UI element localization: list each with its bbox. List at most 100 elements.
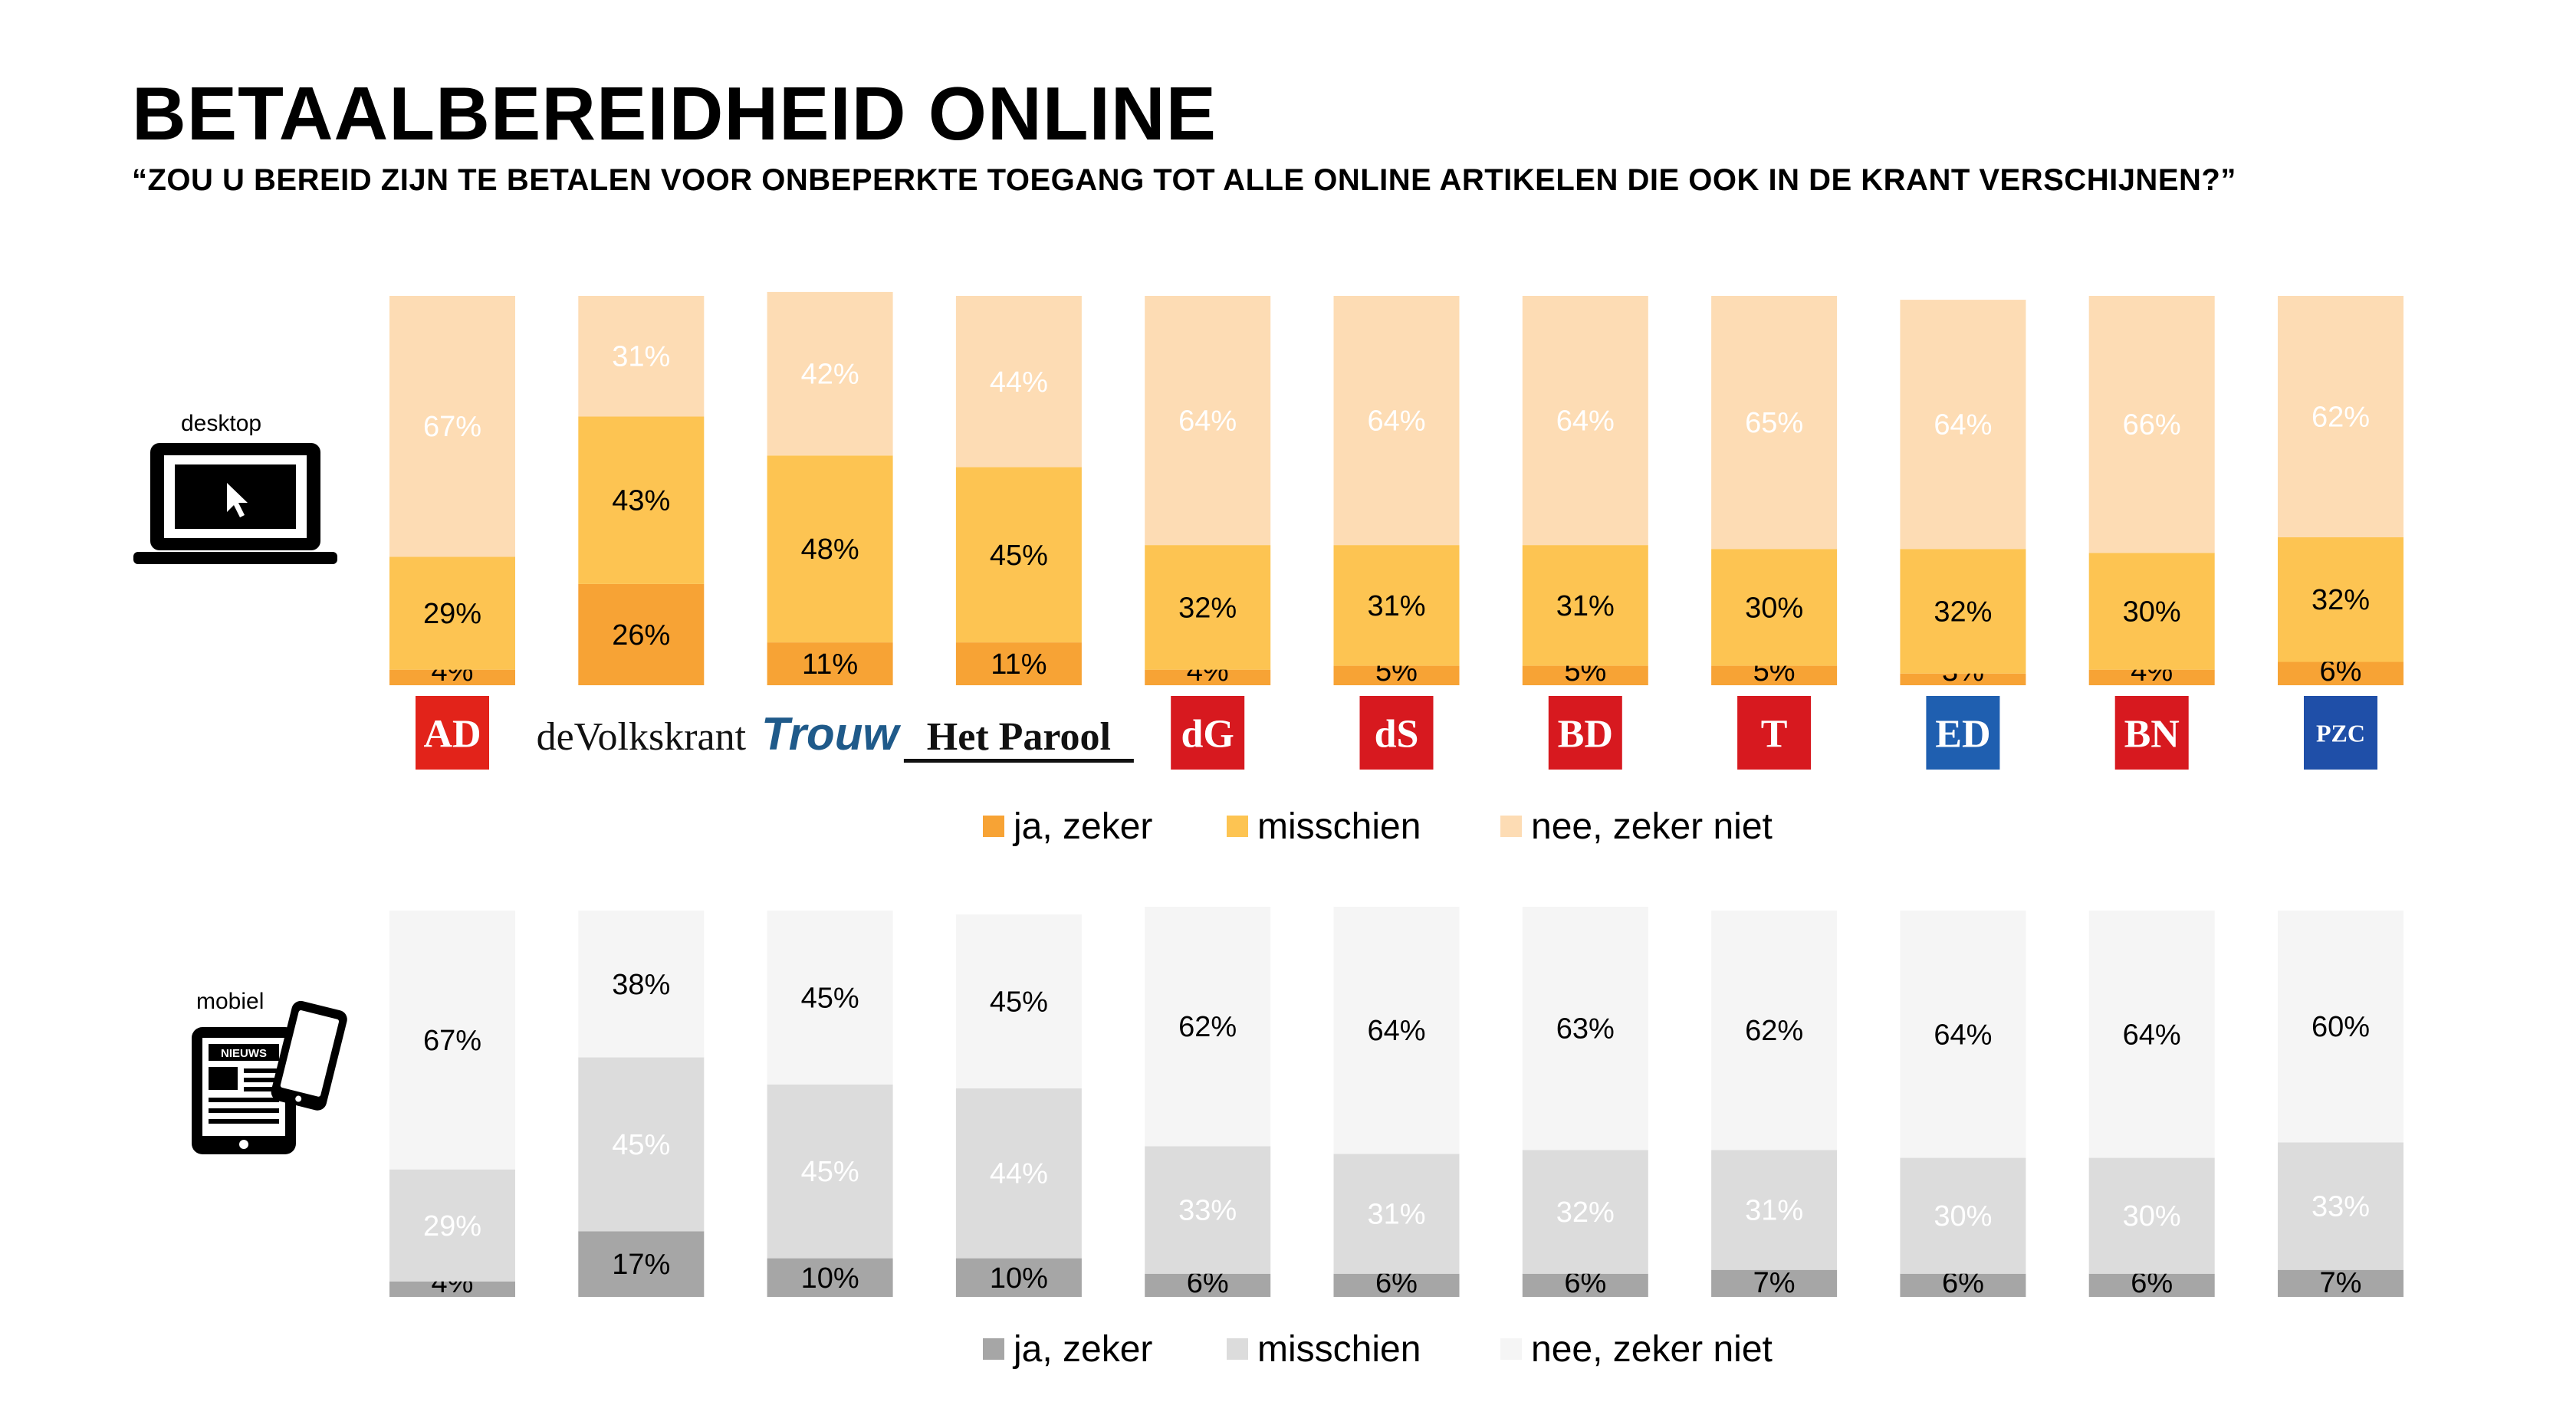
mobiel-legend-label-3: nee, zeker niet <box>1531 1329 1773 1370</box>
mobiel-bar-2-10 <box>2088 1157 2215 1274</box>
logo-text-2: deVolkskrant <box>537 715 747 759</box>
logo-bg-6 <box>1359 696 1434 770</box>
mobiel-bar-1-8 <box>1711 1269 1838 1297</box>
desktop-label-3-6: 64% <box>1367 405 1425 438</box>
mobiel-label-2-5: 33% <box>1178 1195 1237 1227</box>
desktop-label-3-3: 42% <box>801 359 859 391</box>
desktop-bar-3-8 <box>1711 296 1838 550</box>
desktop-bar-2-2 <box>578 416 705 584</box>
desktop-legend-label-1: ja, zeker <box>1012 806 1152 847</box>
page-subtitle: “ZOU U BEREID ZIJN TE BETALEN VOOR ONBEP… <box>132 163 2236 197</box>
mobiel-bar-1-1 <box>389 1281 515 1297</box>
mobiel-label-2-4: 44% <box>990 1158 1048 1190</box>
mobile-label: mobiel <box>196 989 264 1014</box>
mobiel-label-3-9: 64% <box>1934 1019 1992 1051</box>
mobiel-bar-2-6 <box>1333 1154 1460 1274</box>
desktop-bar-3-10 <box>2088 296 2215 553</box>
desktop-bar-1-2 <box>578 583 705 685</box>
desktop-label-1-4: 11% <box>991 648 1046 681</box>
desktop-label: desktop <box>181 411 262 436</box>
mobiel-bar-3-11 <box>2278 911 2404 1143</box>
mobiel-bar-3-9 <box>1900 911 2026 1158</box>
logo-bg-1 <box>416 696 489 770</box>
mobiel-legend-label-1: ja, zeker <box>1012 1329 1152 1370</box>
desktop-bar-1-10 <box>2088 669 2215 685</box>
desktop-label-2-3: 48% <box>801 533 859 566</box>
desktop-bar-1-4 <box>955 642 1082 685</box>
desktop-label-3-4: 44% <box>990 366 1048 399</box>
desktop-bar-2-10 <box>2088 553 2215 670</box>
logo-text-7: BD <box>1558 713 1613 757</box>
desktop-label-3-11: 62% <box>2312 401 2370 433</box>
logo-bg-11 <box>2304 696 2377 770</box>
mobiel-label-2-8: 31% <box>1745 1195 1803 1227</box>
mobiel-bar-2-7 <box>1522 1150 1648 1274</box>
mobiel-legend-swatch-1 <box>983 1338 1004 1360</box>
logo-bg-7 <box>1548 696 1622 770</box>
desktop-bar-3-2 <box>578 296 705 417</box>
mobiel-bar-2-5 <box>1145 1146 1271 1274</box>
mobiel-label-3-10: 64% <box>2123 1019 2181 1051</box>
mobiel-label-3-1: 67% <box>423 1025 481 1057</box>
logo-text-5: dG <box>1181 713 1234 757</box>
desktop-legend-swatch-3 <box>1500 816 1522 837</box>
desktop-bar-2-11 <box>2278 537 2404 662</box>
desktop-bar-3-4 <box>955 296 1082 468</box>
desktop-label-2-5: 32% <box>1178 592 1237 624</box>
desktop-bar-3-5 <box>1145 296 1271 546</box>
mobiel-label-3-5: 62% <box>1178 1011 1237 1043</box>
desktop-label-3-9: 64% <box>1934 409 1992 441</box>
mobiel-label-3-7: 63% <box>1556 1013 1615 1045</box>
desktop-bar-2-9 <box>1900 549 2026 674</box>
mobiel-bar-2-3 <box>767 1084 893 1259</box>
desktop-bar-1-11 <box>2278 661 2404 685</box>
mobiel-label-2-7: 32% <box>1556 1196 1615 1229</box>
desktop-bar-2-6 <box>1333 545 1460 666</box>
mobiel-legend-label-2: misschien <box>1257 1329 1421 1370</box>
desktop-label-3-7: 64% <box>1556 405 1615 438</box>
mobiel-bar-2-9 <box>1900 1157 2026 1274</box>
desktop-label-1-3: 11% <box>802 648 858 681</box>
mobiel-bar-3-1 <box>389 911 515 1170</box>
desktop-bar-3-11 <box>2278 296 2404 537</box>
desktop-label-3-5: 64% <box>1178 405 1237 438</box>
mobiel-legend-swatch-2 <box>1227 1338 1248 1360</box>
desktop-label-2-1: 29% <box>423 598 481 630</box>
mobiel-bar-2-11 <box>2278 1142 2404 1270</box>
logo-bg-5 <box>1171 696 1245 770</box>
mobiel-bar-2-2 <box>578 1057 705 1232</box>
mobiel-label-2-9: 30% <box>1934 1200 1992 1233</box>
logo-bg-9 <box>1926 696 2000 770</box>
desktop-bar-2-4 <box>955 467 1082 643</box>
mobiel-bar-1-11 <box>2278 1269 2404 1297</box>
desktop-legend-swatch-2 <box>1227 816 1248 837</box>
desktop-label-3-1: 67% <box>423 411 481 443</box>
mobiel-label-1-4: 10% <box>990 1262 1048 1295</box>
mobiel-bar-3-7 <box>1522 906 1648 1150</box>
mobiel-bar-3-8 <box>1711 911 1838 1150</box>
mobiel-label-2-3: 45% <box>801 1156 859 1188</box>
mobiel-label-2-6: 31% <box>1367 1199 1425 1231</box>
desktop-label-2-10: 30% <box>2123 596 2181 628</box>
mobiel-label-1-2: 17% <box>612 1249 670 1281</box>
desktop-bar-1-3 <box>767 642 893 685</box>
mobiel-bar-3-2 <box>578 911 705 1058</box>
desktop-bar-1-7 <box>1522 665 1648 685</box>
desktop-bar-2-5 <box>1145 545 1271 670</box>
desktop-legend-label-2: misschien <box>1257 806 1421 847</box>
mobiel-label-3-11: 60% <box>2312 1011 2370 1043</box>
mobiel-label-3-3: 45% <box>801 982 859 1014</box>
desktop-bar-1-9 <box>1900 673 2026 685</box>
logo-text-1: AD <box>423 713 481 757</box>
mobiel-bar-3-5 <box>1145 906 1271 1147</box>
mobiel-bar-1-7 <box>1522 1273 1648 1297</box>
logo-text-8: T <box>1761 713 1788 757</box>
logo-text-9: ED <box>1935 713 1990 757</box>
mobiel-bar-2-1 <box>389 1169 515 1282</box>
desktop-label-3-2: 31% <box>612 341 670 373</box>
desktop-label-3-10: 66% <box>2123 409 2181 441</box>
mobiel-label-3-8: 62% <box>1745 1015 1803 1047</box>
mobiel-label-1-11: 7% <box>2320 1267 2362 1299</box>
desktop-label-1-2: 26% <box>612 619 670 652</box>
